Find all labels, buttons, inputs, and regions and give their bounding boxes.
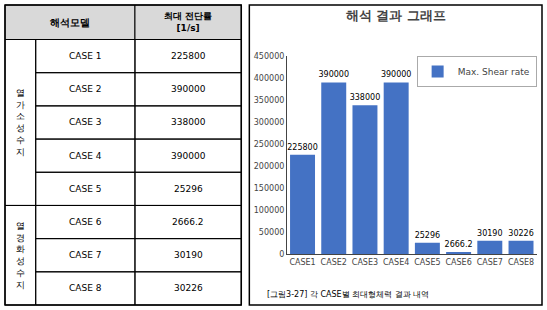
svg-text:해석모델: 해석모델	[50, 17, 90, 28]
svg-text:50000: 50000	[259, 228, 284, 237]
svg-text:2666.2: 2666.2	[172, 217, 204, 227]
svg-text:100000: 100000	[254, 206, 285, 215]
svg-text:30226: 30226	[508, 229, 533, 238]
svg-text:2666.2: 2666.2	[445, 240, 473, 249]
svg-text:CASE 2: CASE 2	[69, 84, 101, 94]
svg-text:350000: 350000	[254, 96, 285, 105]
svg-text:CASE 4: CASE 4	[69, 151, 102, 161]
svg-text:150000: 150000	[254, 184, 285, 193]
svg-text:338000: 338000	[171, 117, 206, 127]
svg-text:300000: 300000	[254, 118, 285, 127]
svg-text:30190: 30190	[477, 229, 502, 238]
svg-text:CASE1: CASE1	[289, 258, 315, 267]
svg-text:Max. Shear rate: Max. Shear rate	[458, 67, 530, 77]
svg-text:CASE 8: CASE 8	[69, 283, 102, 293]
svg-text:338000: 338000	[350, 93, 381, 102]
svg-text:390000: 390000	[381, 70, 412, 79]
svg-text:200000: 200000	[254, 162, 285, 171]
svg-text:0: 0	[279, 250, 284, 259]
svg-text:250000: 250000	[254, 140, 285, 149]
svg-text:CASE4: CASE4	[383, 258, 409, 267]
svg-text:CASE8: CASE8	[508, 258, 534, 267]
svg-text:25296: 25296	[415, 231, 440, 240]
svg-text:25296: 25296	[174, 184, 203, 194]
svg-text:열가소성수지: 열가소성수지	[16, 88, 25, 157]
svg-text:CASE 7: CASE 7	[69, 250, 101, 260]
svg-text:CASE 3: CASE 3	[69, 117, 101, 127]
svg-text:225800: 225800	[287, 143, 318, 152]
svg-text:CASE7: CASE7	[477, 258, 503, 267]
svg-text:390000: 390000	[171, 84, 206, 94]
svg-text:CASE2: CASE2	[321, 258, 347, 267]
svg-text:CASE 6: CASE 6	[69, 217, 102, 227]
svg-text:30190: 30190	[174, 250, 203, 260]
svg-text:CASE5: CASE5	[414, 258, 440, 267]
svg-text:390000: 390000	[171, 151, 206, 161]
svg-text:[그림3-27] 각 CASE별 최대형체력 결과 내역: [그림3-27] 각 CASE별 최대형체력 결과 내역	[267, 290, 429, 299]
svg-text:390000: 390000	[318, 70, 349, 79]
svg-text:450000: 450000	[254, 52, 285, 61]
svg-text:CASE6: CASE6	[445, 258, 471, 267]
svg-text:해석 결과 그래프: 해석 결과 그래프	[346, 8, 446, 23]
svg-text:400000: 400000	[254, 74, 285, 83]
svg-text:CASE 1: CASE 1	[69, 51, 101, 61]
svg-text:30226: 30226	[174, 283, 203, 293]
svg-text:CASE3: CASE3	[352, 258, 378, 267]
svg-text:최대 전단률[1/s]: 최대 전단률[1/s]	[164, 11, 212, 33]
svg-text:열경화성수지: 열경화성수지	[16, 221, 25, 290]
svg-text:CASE 5: CASE 5	[69, 184, 101, 194]
svg-text:225800: 225800	[171, 51, 206, 61]
